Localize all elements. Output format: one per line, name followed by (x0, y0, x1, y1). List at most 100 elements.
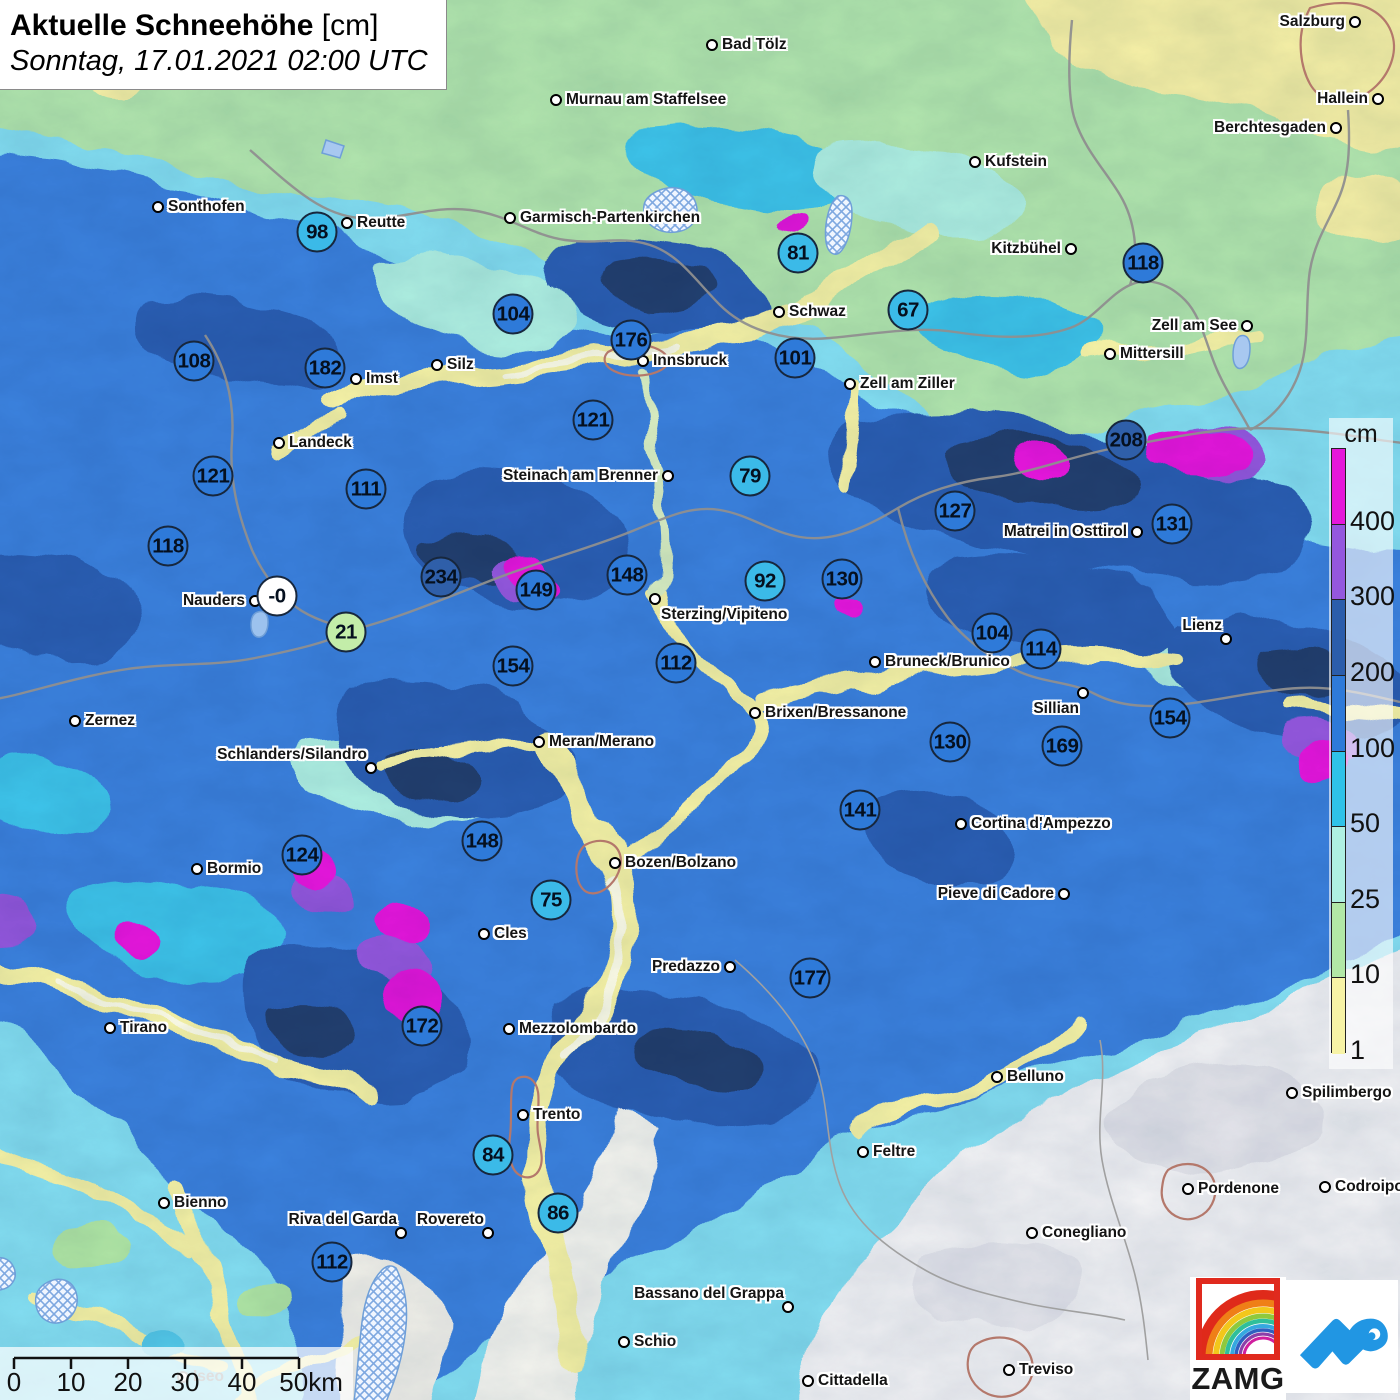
city-dot-icon (272, 436, 285, 449)
city-label: Mezzolombardo (519, 1019, 637, 1037)
city-label: Mittersill (1120, 344, 1184, 362)
city-label: Bormio (207, 859, 262, 877)
city-dot-icon (1025, 1226, 1038, 1239)
city-dot-icon (856, 1145, 869, 1158)
station-value-badge: 118 (147, 525, 189, 567)
legend-color-segment (1332, 600, 1345, 676)
city-dot-icon (430, 358, 443, 371)
scalebar-tick-label: 20 (113, 1367, 143, 1397)
map-title-box: Aktuelle Schneehöhe [cm] Sonntag, 17.01.… (0, 0, 447, 90)
city-dot-icon (1240, 319, 1253, 332)
station-value-badge: 121 (192, 455, 234, 497)
city-dot-icon (1371, 92, 1384, 105)
city-label: Innsbruck (653, 351, 728, 369)
station-value-badge: -0 (256, 575, 298, 617)
legend-tick-label: 1 (1350, 1035, 1366, 1065)
city-label: Spilimbergo (1302, 1083, 1392, 1101)
city-label: Murnau am Staffelsee (566, 90, 727, 108)
city-dot-icon (364, 761, 377, 774)
legend-tick-label: 400 (1350, 505, 1396, 536)
city-dot-icon (781, 1300, 794, 1313)
station-value-badge: 98 (296, 211, 338, 253)
city-label: Matrei in Osttirol (1003, 522, 1127, 540)
city-label: Treviso (1019, 1360, 1074, 1378)
city-label: Hallein (1317, 89, 1368, 107)
city-dot-icon (748, 706, 761, 719)
city-dot-icon (1064, 242, 1077, 255)
legend-color-segment (1332, 449, 1345, 525)
city-dot-icon (1130, 525, 1143, 538)
zamg-logo: ZAMG (1190, 1277, 1286, 1400)
city-dot-icon (617, 1335, 630, 1348)
city-dot-icon (705, 38, 718, 51)
station-value-badge: 111 (345, 468, 387, 510)
station-value-badge: 169 (1041, 725, 1083, 767)
city-label: Belluno (1007, 1067, 1064, 1085)
station-value-badge: 112 (311, 1241, 353, 1283)
scalebar-tick-label: 40 (227, 1367, 257, 1397)
station-value-badge: 141 (839, 789, 881, 831)
station-value-badge: 81 (777, 232, 819, 274)
legend-color-segment (1332, 751, 1345, 828)
station-value-badge: 101 (774, 337, 816, 379)
city-label: Bruneck/Brunico (885, 652, 1010, 670)
legend-color-bar (1331, 448, 1346, 1054)
city-dot-icon (532, 735, 545, 748)
city-label: Pieve di Cadore (937, 884, 1054, 902)
station-value-badge: 154 (492, 645, 534, 687)
lakes-layer (0, 139, 1251, 1400)
city-dot-icon (1103, 347, 1116, 360)
map-title: Aktuelle Schneehöhe (10, 9, 314, 42)
station-value-badge: 149 (515, 569, 557, 611)
city-label: Feltre (873, 1142, 916, 1160)
city-dot-icon (954, 817, 967, 830)
city-dot-icon (1002, 1363, 1015, 1376)
station-value-badge: 86 (537, 1192, 579, 1234)
city-label: Schio (634, 1332, 677, 1350)
city-label: Trento (533, 1105, 581, 1123)
station-value-badge: 130 (821, 558, 863, 600)
city-dot-icon (1181, 1182, 1194, 1195)
city-label: Steinach am Brenner (502, 466, 658, 484)
city-label: Rovereto (416, 1210, 484, 1228)
city-dot-icon (661, 469, 674, 482)
station-value-badge: 124 (281, 834, 323, 876)
station-value-badge: 67 (887, 289, 929, 331)
zamg-rainbow-icon (1196, 1278, 1280, 1360)
city-dot-icon (481, 1226, 494, 1239)
city-dot-icon (394, 1226, 407, 1239)
station-value-badge: 131 (1151, 503, 1193, 545)
station-value-badge: 172 (401, 1005, 443, 1047)
city-dot-icon (103, 1021, 116, 1034)
city-dot-icon (968, 155, 981, 168)
city-dot-icon (1348, 15, 1361, 28)
city-dot-icon (502, 1022, 515, 1035)
city-dot-icon (990, 1070, 1003, 1083)
city-label: Tirano (120, 1018, 168, 1036)
city-label: Sterzing/Vipiteno (661, 606, 788, 623)
city-label: Salzburg (1279, 12, 1345, 30)
legend-unit-label: cm (1344, 420, 1378, 448)
map-subtitle-datetime: Sonntag, 17.01.2021 02:00 UTC (10, 45, 428, 77)
city-label: Kitzbühel (991, 239, 1061, 257)
city-label: Schlanders/Silandro (217, 745, 367, 763)
city-label: Imst (366, 369, 398, 387)
city-label: Riva del Garda (288, 1210, 397, 1228)
city-label: Zernez (85, 711, 135, 729)
station-value-badge: 177 (789, 957, 831, 999)
city-label: Cles (494, 924, 527, 942)
legend-color-segment (1332, 978, 1345, 1054)
city-dot-icon (1329, 121, 1342, 134)
borders-layer (0, 19, 1400, 708)
city-label: Bad Tölz (722, 35, 787, 53)
city-label: Sonthofen (168, 197, 245, 215)
city-label: Garmisch-Partenkirchen (520, 208, 701, 226)
city-dot-icon (477, 927, 490, 940)
station-value-badge: 208 (1105, 419, 1147, 461)
legend-tick-label: 25 (1350, 883, 1381, 914)
city-dot-icon (157, 1196, 170, 1209)
city-label: Kufstein (985, 152, 1047, 170)
legend-color-segment (1332, 675, 1345, 752)
city-label: Codroipo (1335, 1177, 1400, 1195)
zamg-wordmark: ZAMG (1191, 1361, 1285, 1396)
